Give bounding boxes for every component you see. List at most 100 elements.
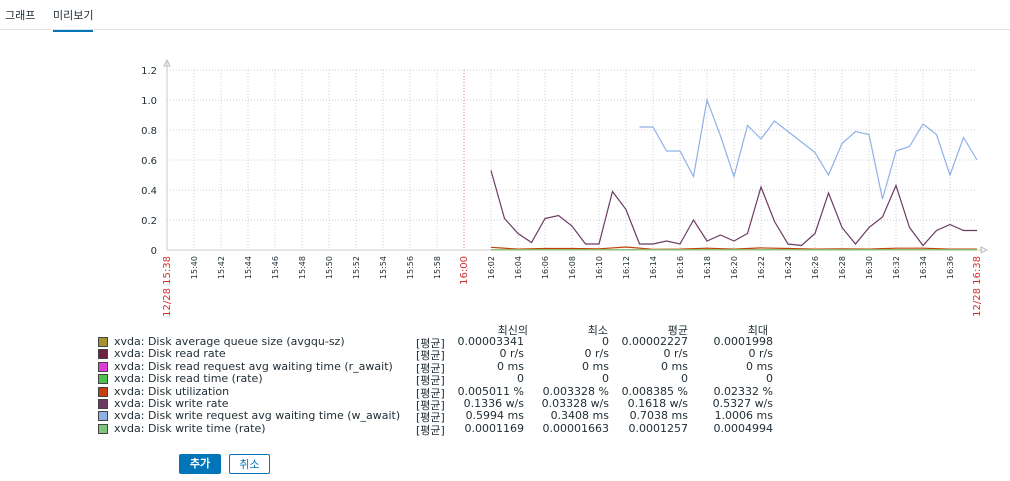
x-tick-label: 16:32: [892, 256, 901, 279]
y-tick-label: 0.4: [141, 186, 157, 197]
legend-swatch: [98, 423, 108, 434]
legend-value: 0.5994 ms: [465, 409, 524, 423]
legend-value: 0.7038 ms: [629, 409, 688, 423]
x-tick-label: 16:14: [649, 256, 658, 279]
legend-row: xvda: Disk write rate [평균] 0.1336 w/s 0.033…: [98, 397, 798, 412]
legend-header: 최대: [747, 324, 768, 337]
legend-value: 0.02332 %: [713, 384, 773, 398]
x-tick-label: 16:06: [541, 256, 550, 279]
legend-value: 0.0001257: [628, 421, 689, 435]
legend-value: 0.005011 %: [457, 384, 524, 398]
legend-row: xvda: Disk read rate [평균] 0 r/s 0 r/s 0 r/s 0…: [98, 347, 798, 363]
tab-bar: 그래프 미리보기: [0, 0, 1010, 32]
legend-swatch: [98, 361, 108, 372]
x-tick-label: 16:24: [784, 256, 793, 279]
legend-value: 0.00002227: [621, 335, 688, 348]
x-tick-label: 16:20: [730, 256, 739, 279]
legend-swatch: [98, 386, 108, 397]
legend-value: 0 r/s: [663, 347, 688, 361]
x-tick-label: 16:28: [838, 256, 847, 279]
x-tick-label: 16:34: [919, 256, 928, 279]
x-tick-label: 16:10: [595, 256, 604, 279]
legend-item-name: xvda: Disk average queue size (avgqu-sz): [114, 335, 345, 348]
legend-value: 0.03328 w/s: [541, 397, 609, 410]
legend-row: xvda: Disk read time (rate) [평균] 0 0 0 0: [98, 372, 798, 387]
legend-row: xvda: Disk average queue size (avgqu-sz)…: [98, 335, 798, 350]
legend-function: [평균]: [416, 423, 445, 437]
x-tick-label: 16:04: [514, 256, 523, 279]
legend-value: 0.0004994: [713, 421, 774, 435]
x-end-label: 12/28 16:38: [972, 256, 983, 317]
x-tick-label: 16:02: [487, 256, 496, 279]
legend-value: 0.0001169: [464, 421, 525, 435]
legend-value: 0.1336 w/s: [463, 397, 524, 410]
y-tick-label: 0: [151, 246, 157, 257]
legend-item-name: xvda: Disk read request avg waiting time…: [114, 359, 393, 373]
legend-value: 0.3408 ms: [550, 409, 609, 423]
legend-item-name: xvda: Disk read time (rate): [114, 372, 263, 386]
y-tick-label: 0.8: [141, 126, 157, 137]
legend-value: 0: [681, 372, 688, 386]
legend-function: [평균]: [416, 386, 445, 400]
legend-value: 0.00001663: [542, 421, 609, 435]
tab-preview[interactable]: 미리보기: [53, 7, 94, 32]
x-tick-label: 16:00: [459, 256, 470, 285]
legend-function: [평균]: [416, 361, 445, 375]
tab-graph[interactable]: 그래프: [5, 9, 36, 22]
legend-value: 0: [517, 372, 524, 386]
series-line: [490, 170, 977, 247]
legend-item-name: xvda: Disk write request avg waiting tim…: [114, 409, 401, 423]
add-button[interactable]: 추가: [179, 454, 221, 474]
graph-chart: 1.2 1.0 0.8 0.6 0.4 0.2 0 15:40 15:42 15:44 15:46 1…: [141, 58, 989, 317]
y-tick-label: 1.2: [141, 66, 157, 77]
x-tick-label: 15:56: [406, 256, 415, 279]
legend-function: [평균]: [416, 349, 445, 363]
legend-swatch: [98, 411, 108, 422]
y-tick-label: 1.0: [141, 96, 157, 107]
x-tick-label: 15:48: [298, 256, 307, 279]
legend-item-name: xvda: Disk write rate: [114, 397, 229, 410]
x-tick-label: 16:18: [703, 256, 712, 279]
legend-value: 0 r/s: [499, 347, 524, 361]
y-tick-label: 0.2: [141, 216, 157, 227]
legend-row: xvda: Disk write request avg waiting tim…: [98, 409, 798, 424]
x-axis-arrow: [980, 246, 989, 254]
x-start-label: 12/28 15:38: [162, 256, 173, 317]
series-line: [639, 97, 978, 200]
legend-value: 0.00003341: [457, 335, 524, 348]
x-tick-label: 16:12: [622, 256, 631, 279]
x-tick-label: 16:36: [946, 256, 955, 279]
x-tick-label: 16:08: [568, 256, 577, 279]
x-tick-label: 15:44: [244, 256, 253, 279]
legend-value: 0: [602, 335, 609, 348]
x-tick-label: 15:52: [352, 256, 361, 279]
cancel-button[interactable]: 취소: [229, 454, 270, 474]
legend-item-name: xvda: Disk write time (rate): [114, 421, 266, 435]
legend-row: xvda: Disk write time (rate) [평균] 0.000116…: [98, 421, 798, 437]
legend-value: 0 ms: [497, 359, 524, 373]
legend-value: 0.008385 %: [621, 384, 688, 398]
y-tick-label: 0.6: [141, 156, 157, 167]
x-tick-label: 16:26: [811, 256, 820, 279]
legend-swatch: [98, 374, 108, 385]
legend-header: 최신의: [497, 324, 528, 337]
x-tick-label: 15:42: [217, 256, 226, 279]
legend-value: 0.5327 w/s: [712, 397, 773, 410]
legend-value: 0.003328 %: [542, 384, 609, 398]
legend-swatch: [98, 349, 108, 360]
legend-swatch: [98, 337, 108, 347]
x-tick-label: 15:58: [433, 256, 442, 279]
legend-value: 0 ms: [582, 359, 609, 373]
legend-header: 최소: [587, 324, 608, 337]
legend-row: xvda: Disk read request avg waiting time…: [98, 359, 798, 375]
x-tick-label: 15:54: [379, 256, 388, 279]
x-tick-label: 15:50: [325, 256, 334, 279]
x-tick-label: 16:22: [757, 256, 766, 279]
legend-value: 0.0001998: [713, 335, 774, 348]
legend-function: [평균]: [416, 337, 445, 350]
x-tick-label: 16:30: [865, 256, 874, 279]
legend-value: 0.1618 w/s: [627, 397, 688, 410]
legend-value: 0 r/s: [584, 347, 609, 361]
legend-value: 0 ms: [661, 359, 688, 373]
legend-row: xvda: Disk utilization [평균] 0.005011 % 0.00…: [98, 384, 798, 400]
